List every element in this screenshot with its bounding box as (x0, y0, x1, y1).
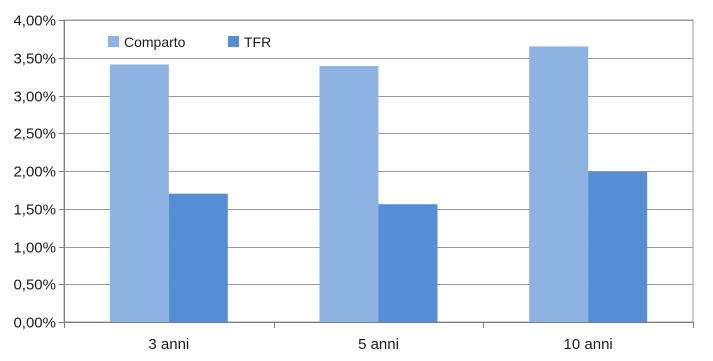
y-tick-label: 3,50% (13, 51, 56, 68)
y-tick-label: 2,50% (13, 126, 56, 143)
y-tick-label: 3,00% (13, 89, 56, 106)
legend-swatch-tfr (228, 36, 239, 47)
bar-tfr-3 (588, 171, 648, 322)
y-tick-label: 4,00% (13, 13, 56, 30)
legend-label-tfr: TFR (244, 34, 271, 50)
y-tick-label: 1,00% (13, 240, 56, 257)
y-tick-label: 0,00% (13, 315, 56, 332)
bars (109, 46, 648, 323)
axes (59, 20, 694, 328)
y-tick-label: 0,50% (13, 277, 56, 294)
bar-tfr-1 (168, 193, 228, 322)
y-tick-label: 1,50% (13, 202, 56, 219)
bar-comparto-3 (529, 46, 589, 323)
x-category-label: 10 anni (564, 336, 613, 353)
x-category-label: 5 anni (358, 336, 399, 353)
x-axis-category-labels: 3 anni 5 anni 10 anni (148, 336, 612, 353)
bar-tfr-2 (378, 204, 438, 322)
bar-comparto-1 (109, 64, 169, 323)
x-category-label: 3 anni (148, 336, 189, 353)
legend-label-comparto: Comparto (124, 34, 186, 50)
y-tick-label: 2,00% (13, 164, 56, 181)
legend: Comparto TFR (108, 34, 271, 50)
bar-comparto-2 (319, 66, 379, 323)
y-axis-tick-labels: 0,00% 0,50% 1,00% 1,50% 2,00% 2,50% 3,00% 3,50%… (13, 13, 56, 332)
legend-swatch-comparto (108, 36, 119, 47)
